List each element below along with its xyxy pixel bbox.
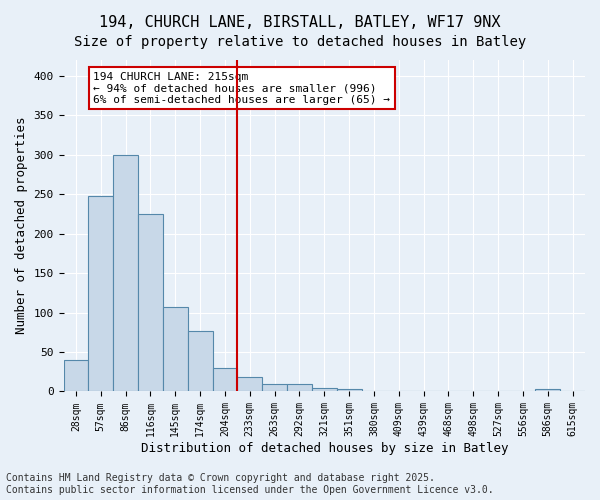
Text: 194, CHURCH LANE, BIRSTALL, BATLEY, WF17 9NX: 194, CHURCH LANE, BIRSTALL, BATLEY, WF17… xyxy=(99,15,501,30)
Bar xyxy=(113,154,138,392)
Bar xyxy=(312,388,337,392)
Bar xyxy=(238,378,262,392)
Bar xyxy=(64,360,88,392)
Bar xyxy=(362,390,386,392)
Bar xyxy=(88,196,113,392)
Text: 194 CHURCH LANE: 215sqm
← 94% of detached houses are smaller (996)
6% of semi-de: 194 CHURCH LANE: 215sqm ← 94% of detache… xyxy=(94,72,391,105)
Text: Size of property relative to detached houses in Batley: Size of property relative to detached ho… xyxy=(74,35,526,49)
Y-axis label: Number of detached properties: Number of detached properties xyxy=(15,117,28,334)
Bar xyxy=(337,389,362,392)
Bar xyxy=(287,384,312,392)
Bar xyxy=(535,389,560,392)
Bar xyxy=(188,330,212,392)
Bar xyxy=(163,307,188,392)
X-axis label: Distribution of detached houses by size in Batley: Distribution of detached houses by size … xyxy=(140,442,508,455)
Text: Contains HM Land Registry data © Crown copyright and database right 2025.
Contai: Contains HM Land Registry data © Crown c… xyxy=(6,474,494,495)
Bar xyxy=(138,214,163,392)
Bar xyxy=(262,384,287,392)
Bar xyxy=(212,368,238,392)
